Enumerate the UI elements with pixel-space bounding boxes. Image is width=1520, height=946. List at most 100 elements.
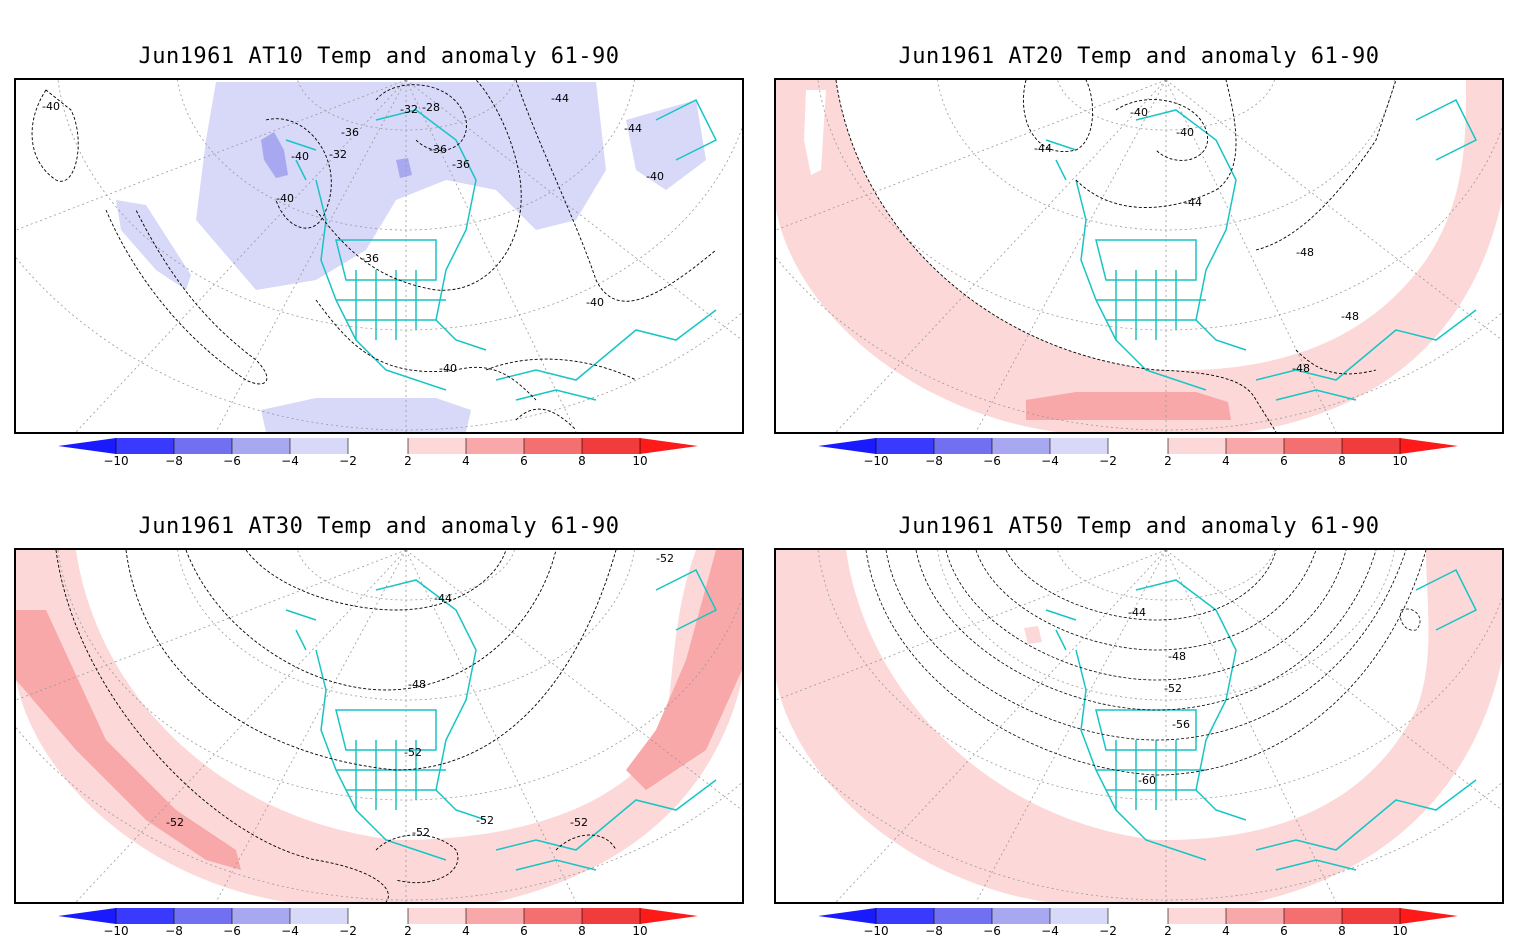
colorbar-arrow-left bbox=[58, 438, 116, 454]
panel-at30: Jun1961 AT30 Temp and anomaly 61-90 bbox=[14, 470, 744, 938]
contour-label: -32 bbox=[400, 103, 418, 116]
colorbar-tick: −6 bbox=[983, 454, 1001, 468]
colorbar-tick: −2 bbox=[339, 924, 357, 938]
contour-label: -44 bbox=[1128, 606, 1146, 619]
colorbar-arrow-right bbox=[640, 438, 698, 454]
colorbar-tick: −4 bbox=[281, 454, 299, 468]
colorbar-swatch bbox=[1168, 438, 1226, 454]
colorbar-tick: 2 bbox=[404, 454, 412, 468]
contour-label: -52 bbox=[656, 552, 674, 565]
colorbar-swatch bbox=[466, 438, 524, 454]
colorbar-swatch bbox=[232, 438, 290, 454]
contour-label: -36 bbox=[452, 158, 470, 171]
contour-label: -28 bbox=[422, 101, 440, 114]
contour-label: -36 bbox=[429, 143, 447, 156]
colorbar-tick: 2 bbox=[1164, 454, 1172, 468]
coastlines bbox=[1045, 568, 1478, 871]
colorbar-swatch bbox=[466, 908, 524, 924]
contour-lines bbox=[835, 80, 1397, 432]
contour-label: -52 bbox=[1164, 682, 1182, 695]
colorbar-tick: 8 bbox=[1338, 924, 1346, 938]
colorbar-swatch bbox=[934, 908, 992, 924]
contour-label: -40 bbox=[1130, 106, 1148, 119]
colorbar-swatches bbox=[58, 908, 698, 924]
panel-at20: Jun1961 AT20 Temp and anomaly 61-90 bbox=[774, 0, 1504, 468]
contour-label: -40 bbox=[291, 150, 309, 163]
anomaly-band-positive bbox=[776, 550, 1502, 902]
colorbar-swatch bbox=[1226, 908, 1284, 924]
colorbar-swatches bbox=[818, 438, 1458, 454]
colorbar-tick: −8 bbox=[165, 924, 183, 938]
anomaly-region-positive-strong bbox=[626, 550, 742, 790]
colorbar-swatch bbox=[174, 438, 232, 454]
anomaly-region-positive bbox=[1024, 626, 1042, 644]
contour-lines bbox=[31, 80, 717, 431]
colorbar-arrow-right bbox=[640, 908, 698, 924]
map-plot: -40 -32 -28 -36 -44 -40 -36 -36 -40 -40 … bbox=[16, 80, 742, 432]
colorbar-swatch bbox=[1108, 438, 1168, 454]
contour-label: -52 bbox=[570, 816, 588, 829]
colorbar-tick: −4 bbox=[1041, 924, 1059, 938]
map-frame: -52 -44 -48 -52 -52 -52 -52 -52 bbox=[14, 548, 744, 904]
colorbar-swatch bbox=[1284, 908, 1342, 924]
colorbar-tick: −10 bbox=[103, 454, 129, 468]
colorbar-swatch bbox=[348, 438, 408, 454]
anomaly-shading bbox=[116, 82, 706, 432]
contour-label: -44 bbox=[1034, 142, 1052, 155]
graticule bbox=[776, 80, 1502, 432]
colorbar-swatch bbox=[876, 438, 934, 454]
colorbar-tick: −6 bbox=[223, 924, 241, 938]
colorbar-swatch bbox=[408, 908, 466, 924]
panel-title: Jun1961 AT50 Temp and anomaly 61-90 bbox=[898, 514, 1380, 539]
contour-labels: -44 -48 -52 -56 -60 bbox=[1128, 606, 1190, 787]
colorbar-tick: −4 bbox=[1041, 454, 1059, 468]
anomaly-region-positive-strong bbox=[1026, 392, 1231, 420]
contour-label: -48 bbox=[1341, 310, 1359, 323]
colorbar-tick: 8 bbox=[578, 454, 586, 468]
map-plot: -52 -44 -48 -52 -52 -52 -52 -52 bbox=[16, 550, 742, 902]
colorbar-arrow-left bbox=[58, 908, 116, 924]
colorbar-tick: 10 bbox=[1392, 454, 1408, 468]
colorbar-tick: 4 bbox=[462, 454, 470, 468]
anomaly-region-negative bbox=[196, 82, 606, 290]
anomaly-shading bbox=[776, 80, 1502, 432]
contour-lines bbox=[55, 550, 617, 902]
contour-label: -44 bbox=[551, 92, 569, 105]
contour-label: -36 bbox=[361, 252, 379, 265]
contour-label: -48 bbox=[1292, 362, 1310, 375]
contour-label: -56 bbox=[1172, 718, 1190, 731]
anomaly-region-negative bbox=[261, 398, 471, 432]
colorbar-tick: −10 bbox=[103, 924, 129, 938]
anomaly-shading bbox=[776, 550, 1502, 902]
colorbar-arrow-left bbox=[818, 908, 876, 924]
colorbar: −10 −8 −6 −4 −2 2 4 6 8 10 bbox=[818, 436, 1478, 476]
colorbar-swatch bbox=[174, 908, 232, 924]
anomaly-region-negative-strong bbox=[261, 132, 288, 178]
contour-label: -52 bbox=[412, 826, 430, 839]
contour-label: -44 bbox=[1184, 196, 1202, 209]
colorbar-swatch bbox=[582, 438, 640, 454]
graticule bbox=[16, 80, 742, 432]
colorbar-tick: 6 bbox=[1280, 454, 1288, 468]
colorbar-tick: −10 bbox=[863, 454, 889, 468]
contour-label: -48 bbox=[1296, 246, 1314, 259]
map-plot: -44 -48 -52 -56 -60 bbox=[776, 550, 1502, 902]
panel-title: Jun1961 AT20 Temp and anomaly 61-90 bbox=[898, 44, 1380, 69]
contour-label: -52 bbox=[404, 746, 422, 759]
colorbar-swatch bbox=[348, 908, 408, 924]
colorbar-swatch bbox=[1342, 438, 1400, 454]
anomaly-band-positive bbox=[776, 80, 1502, 432]
colorbar-tick: 8 bbox=[1338, 454, 1346, 468]
contour-label: -40 bbox=[646, 170, 664, 183]
contour-labels: -40 -32 -28 -36 -44 -40 -36 -36 -40 -40 … bbox=[42, 92, 664, 375]
colorbar-swatches bbox=[58, 438, 698, 454]
colorbar-tick: 6 bbox=[520, 454, 528, 468]
contour-label: -48 bbox=[1168, 650, 1186, 663]
contour-label: -40 bbox=[586, 296, 604, 309]
map-frame: -40 -32 -28 -36 -44 -40 -36 -36 -40 -40 … bbox=[14, 78, 744, 434]
colorbar-swatch bbox=[1284, 438, 1342, 454]
colorbar-tick: 2 bbox=[404, 924, 412, 938]
panel-at10: Jun1961 AT10 Temp and anomaly 61-90 bbox=[14, 0, 744, 468]
colorbar-arrow-left bbox=[818, 438, 876, 454]
colorbar-swatch bbox=[290, 908, 348, 924]
